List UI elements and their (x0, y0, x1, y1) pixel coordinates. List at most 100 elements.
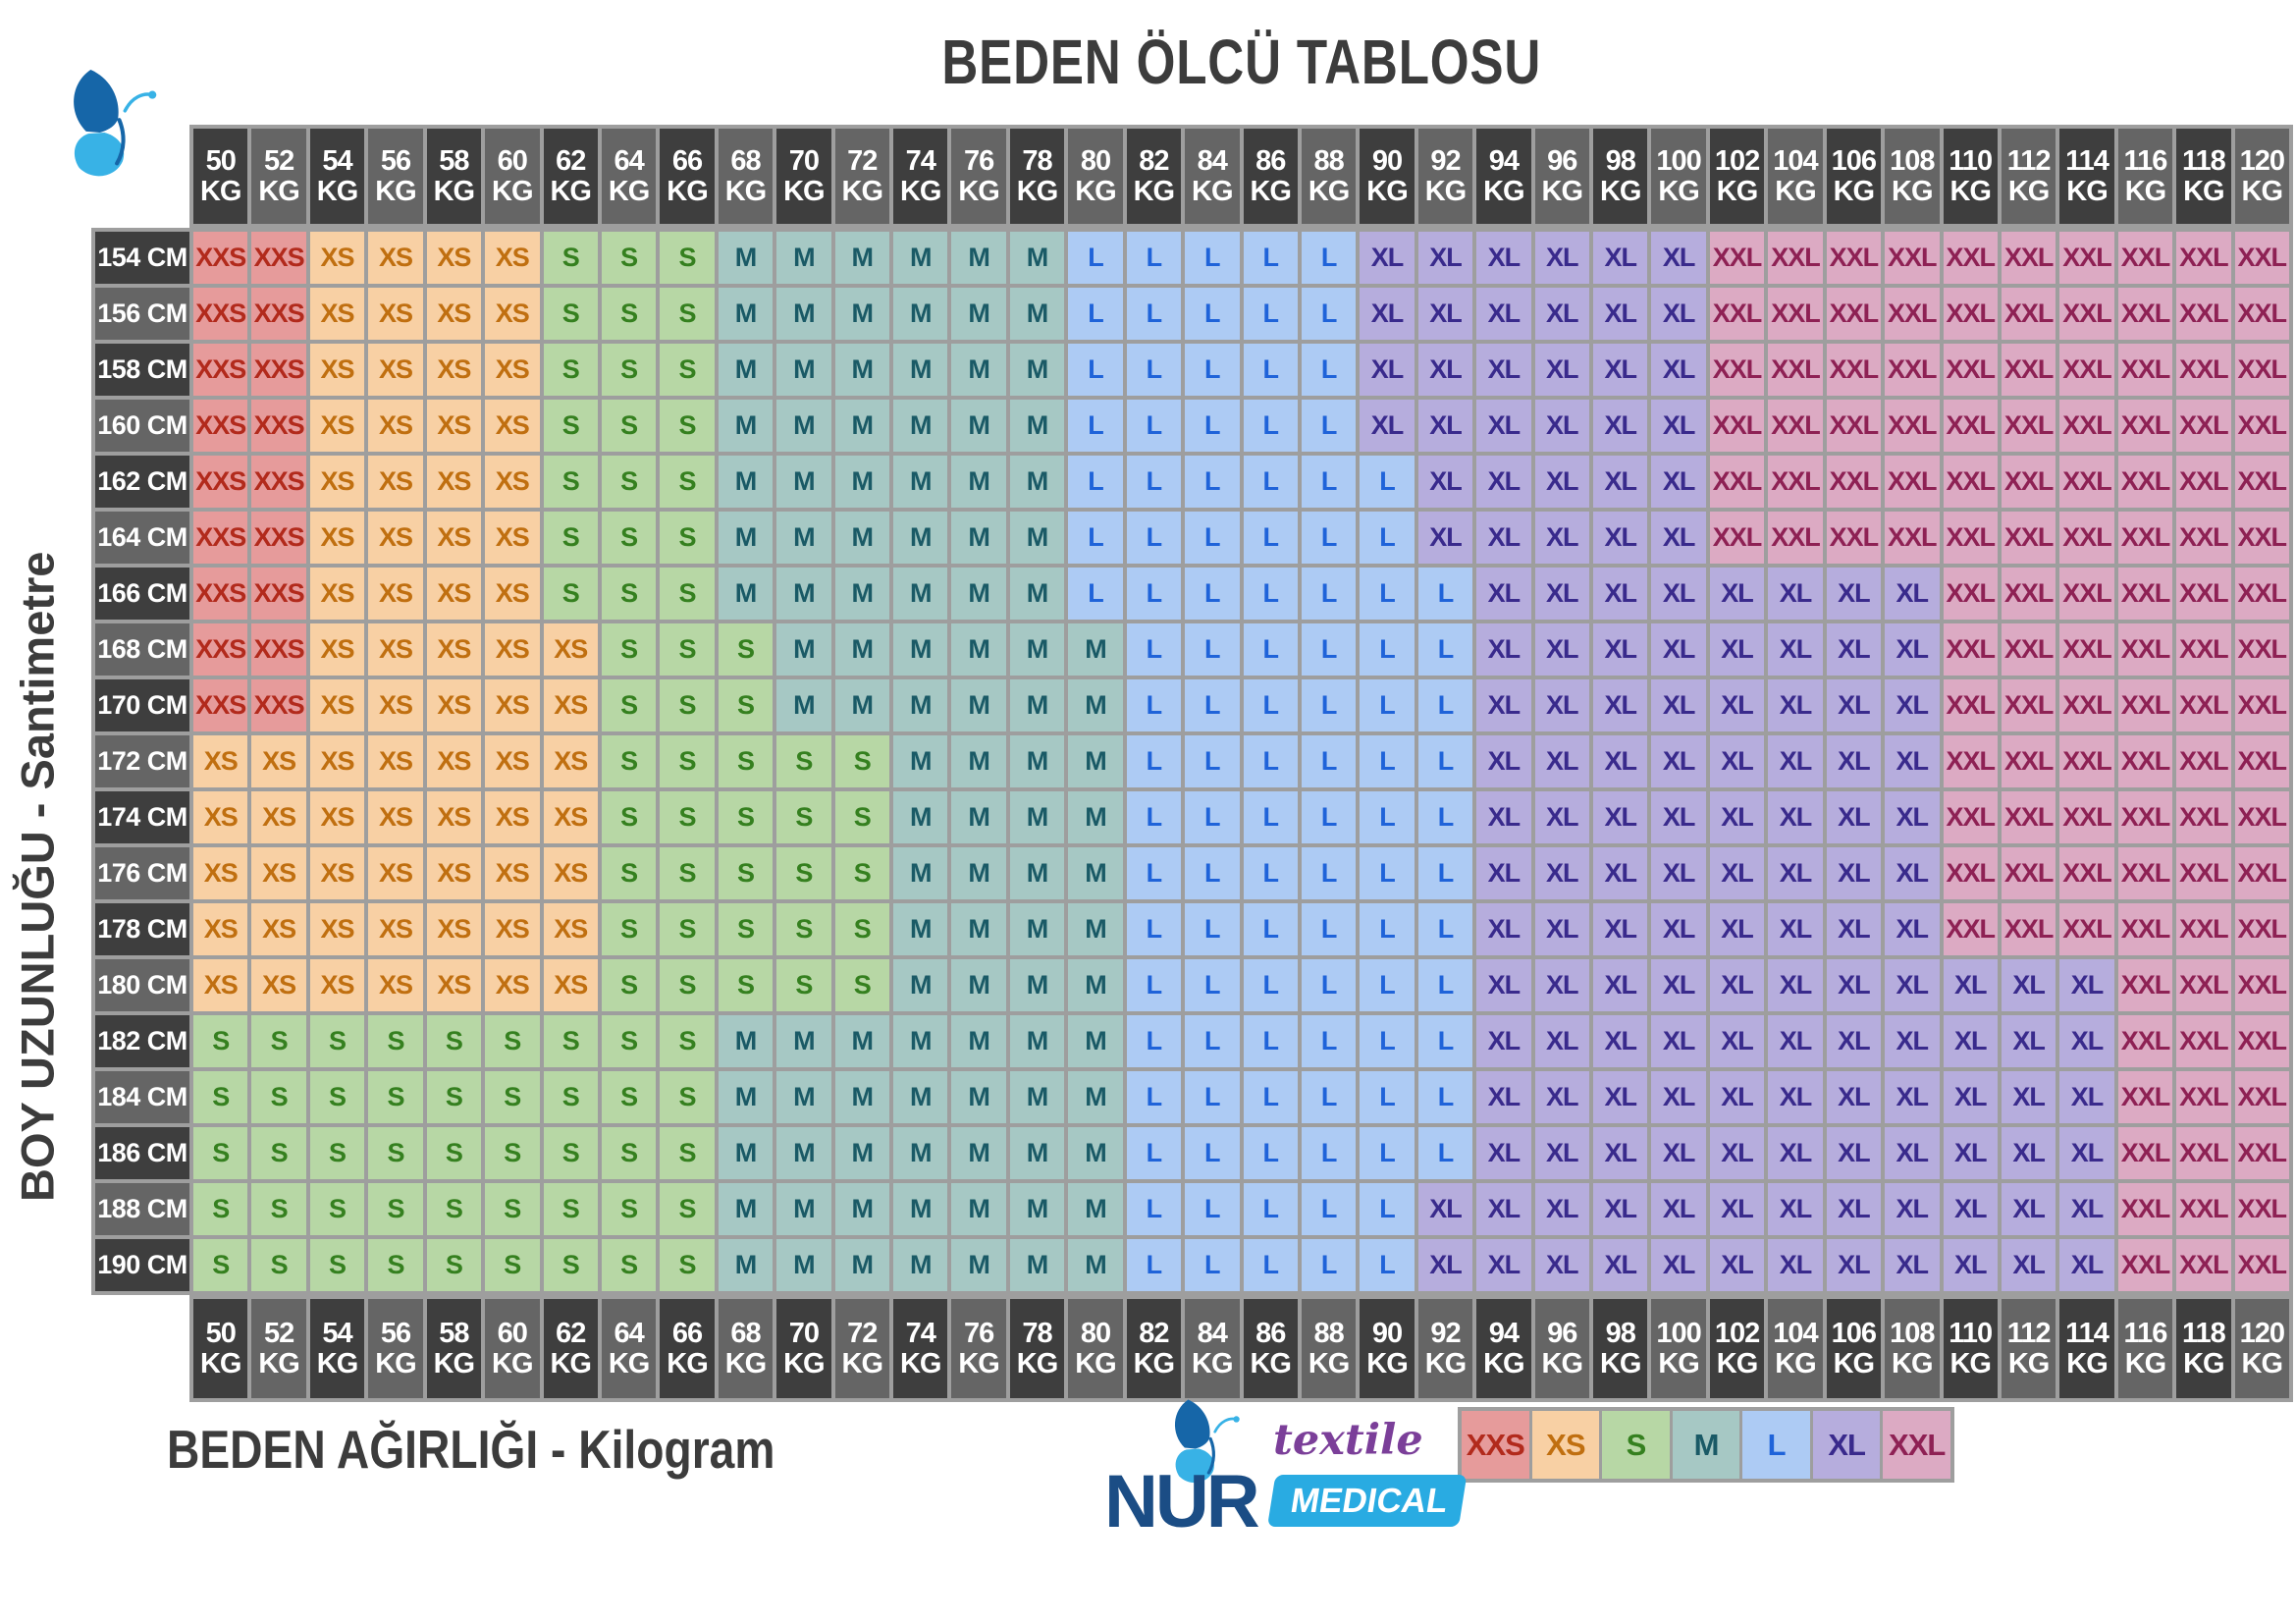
size-cell: XL (1417, 400, 1473, 452)
size-cell: L (1301, 735, 1357, 787)
size-cell: L (1360, 456, 1415, 508)
weight-header-cell: 72 KG (834, 1299, 889, 1398)
brand-logo: NUR textile MEDICAL (1104, 1394, 1468, 1561)
size-cell: M (893, 288, 948, 340)
size-cell: L (1126, 735, 1182, 787)
size-cell: XXL (2176, 735, 2231, 787)
weight-header-cell: 52 KG (251, 129, 306, 224)
size-cell: L (1301, 903, 1357, 955)
size-cell: XS (426, 344, 482, 396)
size-cell: XL (1593, 623, 1648, 676)
size-cell: XL (2001, 1239, 2056, 1291)
size-cell: S (776, 959, 831, 1011)
size-cell: L (1301, 1239, 1357, 1291)
size-cell: S (485, 1127, 540, 1179)
weight-header-cell: 106 KG (1826, 129, 1882, 224)
size-cell: S (718, 791, 774, 843)
size-cell: XXL (2059, 512, 2114, 564)
size-cell: XL (1593, 568, 1648, 620)
size-cell: S (601, 288, 657, 340)
size-cell: XS (309, 847, 365, 899)
size-cell: M (718, 232, 774, 284)
size-cell: XXL (1943, 791, 1998, 843)
size-cell: XXL (2117, 1015, 2173, 1067)
size-cell: M (1009, 344, 1065, 396)
size-cell: S (543, 568, 598, 620)
size-cell: XXL (2059, 791, 2114, 843)
size-cell: XXL (2001, 456, 2056, 508)
size-cell: XXL (2176, 568, 2231, 620)
size-cell: S (485, 1071, 540, 1123)
size-cell: XXL (1826, 400, 1882, 452)
size-cell: XXL (2234, 400, 2289, 452)
size-cell: S (309, 1015, 365, 1067)
size-cell: M (893, 847, 948, 899)
size-cell: XXL (1768, 400, 1823, 452)
size-cell: S (485, 1015, 540, 1067)
size-cell: XXS (251, 288, 306, 340)
size-cell: XL (1651, 288, 1706, 340)
size-cell: S (601, 344, 657, 396)
size-cell: L (1185, 735, 1240, 787)
size-cell: M (893, 1239, 948, 1291)
size-cell: XL (1943, 1183, 1998, 1235)
size-cell: XXL (2176, 1239, 2231, 1291)
size-cell: XXS (193, 623, 248, 676)
size-cell: L (1185, 679, 1240, 731)
size-cell: L (1185, 400, 1240, 452)
size-cell: XXL (2117, 1239, 2173, 1291)
size-cell: XL (2059, 1183, 2114, 1235)
size-cell: XL (1651, 344, 1706, 396)
size-cell: S (543, 1127, 598, 1179)
size-cell: XXL (2234, 735, 2289, 787)
size-cell: M (718, 456, 774, 508)
size-cell: XL (1768, 1071, 1823, 1123)
weight-header-cell: 86 KG (1243, 1299, 1298, 1398)
size-cell: S (660, 568, 715, 620)
size-cell: XS (485, 959, 540, 1011)
size-cell: S (601, 512, 657, 564)
size-cell: L (1243, 456, 1298, 508)
size-cell: XXL (2059, 456, 2114, 508)
weight-header-cell: 72 KG (834, 129, 889, 224)
size-cell: L (1126, 400, 1182, 452)
size-cell: S (309, 1183, 365, 1235)
size-cell: M (776, 568, 831, 620)
size-cell: XL (1593, 1127, 1648, 1179)
weight-header-cell: 50 KG (193, 1299, 248, 1398)
size-cell: XXL (2059, 400, 2114, 452)
size-cell: XL (1593, 847, 1648, 899)
size-cell: XXL (2117, 400, 2173, 452)
weight-header-cell: 94 KG (1476, 1299, 1531, 1398)
size-cell: M (834, 400, 889, 452)
size-cell: XXL (2117, 903, 2173, 955)
size-cell: L (1243, 344, 1298, 396)
size-cell: S (776, 791, 831, 843)
size-cell: L (1360, 903, 1415, 955)
logo-butterfly-icon (1174, 1399, 1240, 1484)
size-cell: XL (1360, 400, 1415, 452)
size-cell: S (834, 735, 889, 787)
size-cell: M (893, 679, 948, 731)
size-cell: XXS (193, 568, 248, 620)
size-cell: L (1126, 903, 1182, 955)
weight-header-cell: 78 KG (1009, 129, 1065, 224)
size-cell: XL (1709, 1127, 1765, 1179)
size-cell: XL (1651, 623, 1706, 676)
weight-header-cell: 80 KG (1068, 1299, 1123, 1398)
size-cell: XXL (1826, 512, 1882, 564)
size-cell: L (1360, 791, 1415, 843)
size-cell: L (1243, 791, 1298, 843)
size-cell: L (1360, 679, 1415, 731)
size-cell: L (1126, 344, 1182, 396)
size-cell: S (193, 1183, 248, 1235)
size-cell: XS (368, 456, 423, 508)
size-cell: XL (1826, 735, 1882, 787)
size-cell: XL (1709, 903, 1765, 955)
size-cell: XXL (1885, 288, 1940, 340)
weight-header-cell: 82 KG (1126, 129, 1182, 224)
page-title: BEDEN ÖLCÜ TABLOSU (941, 27, 1541, 97)
size-cell: M (951, 456, 1006, 508)
size-cell: XXL (2001, 903, 2056, 955)
